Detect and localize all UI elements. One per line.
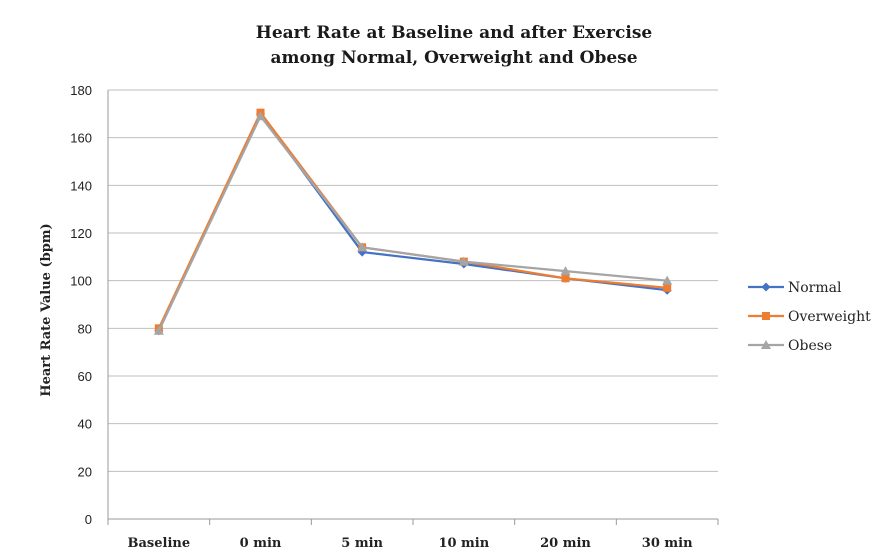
series-obese xyxy=(153,111,673,335)
series-normal xyxy=(154,109,672,336)
data-point xyxy=(357,242,368,252)
x-tick-label: 5 min xyxy=(341,536,383,551)
legend-marker xyxy=(761,282,771,292)
x-tick-label: 20 min xyxy=(540,536,591,551)
series-line xyxy=(157,112,668,332)
legend-label: Normal xyxy=(788,280,842,296)
y-tick-label: 160 xyxy=(70,131,92,146)
y-tick-label: 140 xyxy=(70,178,92,193)
gridlines xyxy=(107,89,718,520)
data-point xyxy=(561,274,570,283)
legend-item-obese: Obese xyxy=(748,338,832,354)
y-tick-label: 60 xyxy=(78,369,92,384)
x-tick-label: 0 min xyxy=(240,536,282,551)
series-line xyxy=(157,115,668,332)
legend-marker xyxy=(762,312,770,320)
legend: Normal Overweight Obese xyxy=(748,280,871,354)
y-tick-label: 0 xyxy=(85,512,92,527)
series-lines xyxy=(153,108,673,336)
y-tick-label: 120 xyxy=(70,226,92,241)
y-axis-ticks: 0 20 40 60 80 100 120 140 160 180 xyxy=(70,83,92,527)
legend-item-overweight: Overweight xyxy=(748,309,871,325)
data-point xyxy=(560,266,571,276)
legend-item-normal: Normal xyxy=(748,280,842,296)
x-tick-label: 10 min xyxy=(438,536,489,551)
data-point xyxy=(663,283,672,292)
y-tick-label: 100 xyxy=(70,274,92,289)
x-axis-ticks: Baseline 0 min 5 min 10 min 20 min 30 min xyxy=(107,519,719,551)
data-point xyxy=(255,111,266,121)
y-tick-label: 180 xyxy=(70,83,92,98)
y-tick-label: 80 xyxy=(78,321,92,336)
data-point xyxy=(458,256,469,266)
legend-label: Overweight xyxy=(788,309,871,325)
series-line xyxy=(157,111,668,329)
chart-title-line-1: Heart Rate at Baseline and after Exercis… xyxy=(256,23,653,43)
legend-label: Obese xyxy=(788,338,832,354)
y-tick-label: 40 xyxy=(78,417,92,432)
series-overweight xyxy=(154,108,672,333)
x-tick-label: Baseline xyxy=(128,536,191,551)
chart-title-line-2: among Normal, Overweight and Obese xyxy=(270,48,637,68)
data-point xyxy=(153,325,164,335)
x-tick-label: 30 min xyxy=(642,536,693,551)
legend-marker xyxy=(761,340,771,349)
y-tick-label: 20 xyxy=(78,464,92,479)
data-point xyxy=(662,275,673,285)
y-axis-label: Heart Rate Value (bpm) xyxy=(39,223,54,396)
